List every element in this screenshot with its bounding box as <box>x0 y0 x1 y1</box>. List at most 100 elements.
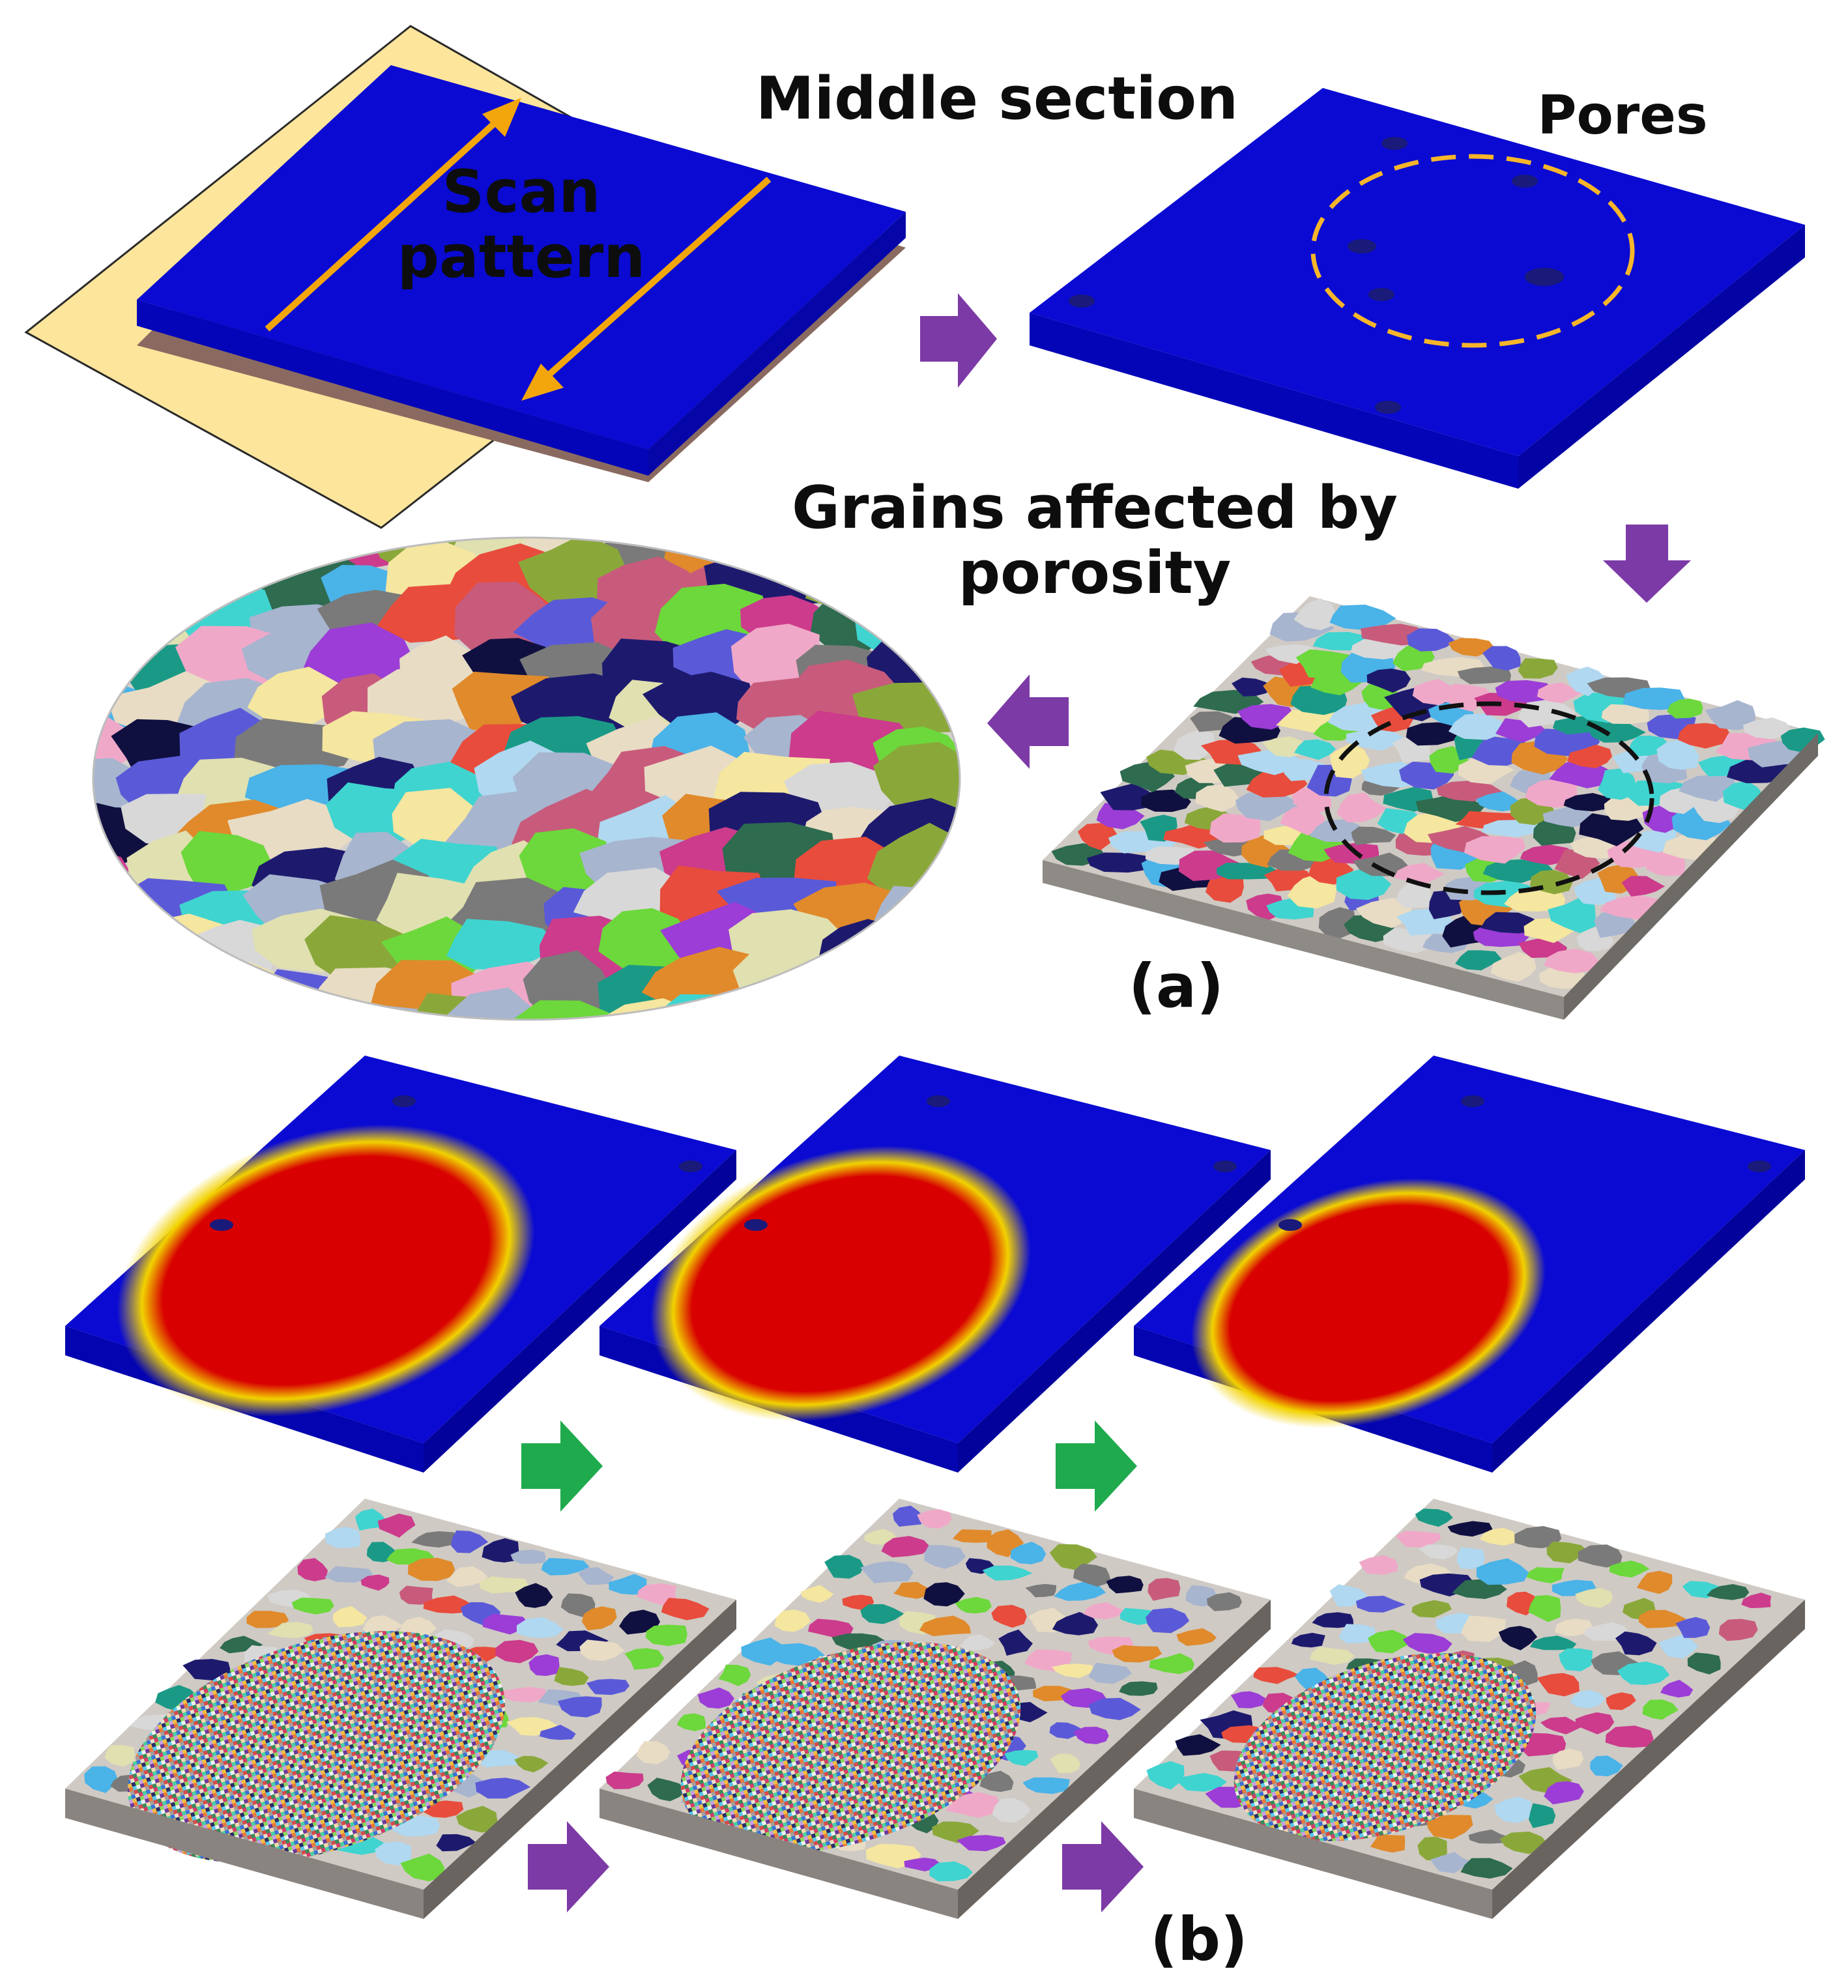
grain <box>1598 768 1637 800</box>
grain <box>619 1609 660 1635</box>
grain <box>321 1005 428 1020</box>
grain <box>1529 1803 1556 1828</box>
grain <box>1417 1836 1447 1861</box>
grain <box>1230 1691 1267 1708</box>
grain <box>1570 1690 1606 1708</box>
grain <box>455 1806 500 1833</box>
grain <box>93 955 175 1018</box>
grain <box>267 1622 313 1638</box>
microstructure-slab <box>65 1499 736 1919</box>
grain <box>1718 1619 1758 1641</box>
pore <box>1069 295 1095 308</box>
grain <box>1312 1612 1354 1628</box>
grain <box>795 993 889 1020</box>
grain <box>771 1643 825 1666</box>
grain <box>448 987 555 1020</box>
pore <box>1375 401 1401 414</box>
grain <box>1106 1576 1144 1594</box>
grain <box>117 951 209 1012</box>
micro-right-side <box>958 1600 1271 1919</box>
grain <box>824 1555 864 1579</box>
grain <box>333 1606 368 1628</box>
grain <box>1537 1673 1580 1697</box>
grain <box>515 1583 553 1608</box>
grain <box>1540 1716 1585 1735</box>
green-step-arrow <box>521 1420 603 1512</box>
grain <box>399 1585 433 1605</box>
grain <box>1411 1600 1452 1618</box>
grain <box>1526 1567 1565 1583</box>
grain <box>1475 791 1521 812</box>
grain <box>1549 759 1617 788</box>
micro-right-side <box>1492 1600 1805 1919</box>
grain <box>1052 1611 1099 1635</box>
middle-section-slab <box>1030 88 1805 489</box>
grain <box>982 1565 1033 1581</box>
grain <box>1025 1583 1057 1598</box>
grain <box>1548 897 1596 934</box>
grain <box>1426 1815 1473 1839</box>
grain <box>128 990 229 1020</box>
grain <box>1052 1664 1095 1678</box>
grain <box>1112 1645 1162 1663</box>
grain <box>581 1606 617 1631</box>
middle-section-label: Middle section <box>756 65 1238 133</box>
grain <box>96 538 223 578</box>
grain <box>732 951 815 1016</box>
grain <box>400 1853 445 1882</box>
grain <box>495 1639 539 1664</box>
panel-b <box>65 1056 1805 1919</box>
grain <box>180 831 272 895</box>
grain <box>1494 1796 1531 1823</box>
slab-front-side <box>137 300 648 476</box>
grain <box>93 914 154 985</box>
grain <box>1605 1725 1654 1748</box>
slab-top-face <box>137 65 906 450</box>
pore <box>1748 1160 1771 1172</box>
grain <box>93 996 158 1020</box>
grain <box>992 1798 1031 1823</box>
grain <box>1490 951 1537 982</box>
grain <box>578 1567 614 1585</box>
grain <box>1553 1748 1584 1770</box>
grain <box>1280 805 1325 836</box>
pores-highlight-circle <box>1310 154 1635 348</box>
pore <box>1278 1219 1302 1231</box>
grain <box>558 1696 602 1718</box>
grain <box>598 908 691 978</box>
grain <box>482 1538 519 1563</box>
grain <box>325 1566 373 1583</box>
grain <box>1482 646 1521 671</box>
step-arrow-2 <box>1603 525 1691 603</box>
grain <box>528 1654 560 1677</box>
grain <box>647 1778 688 1802</box>
grain <box>1232 677 1275 697</box>
grain <box>436 1834 477 1852</box>
middle-right-side <box>1518 225 1805 489</box>
pore <box>1525 268 1564 286</box>
pore <box>1461 1095 1484 1107</box>
grain <box>1406 722 1462 746</box>
pore <box>679 1160 702 1172</box>
pores-label: Pores <box>1537 85 1707 147</box>
grain <box>1120 1607 1155 1625</box>
micro-front-side <box>599 1789 958 1919</box>
grain <box>697 1687 734 1709</box>
affected-region-circle <box>1323 701 1654 895</box>
panel-a: Scan pattern Middle section Pores Grains… <box>24 25 1825 1021</box>
grain <box>1460 1858 1513 1879</box>
grain <box>1368 1630 1415 1654</box>
panel-b-label: (b) <box>1150 1905 1248 1974</box>
grain <box>945 1792 1001 1818</box>
grain <box>362 1615 403 1636</box>
thermal-right-side <box>1492 1150 1805 1473</box>
nucleated-grains-region <box>127 1631 506 1864</box>
grain <box>325 1527 361 1548</box>
grain <box>188 1005 283 1020</box>
grain <box>957 1835 1006 1852</box>
grain <box>360 1574 390 1591</box>
grain <box>1253 1667 1300 1684</box>
pore <box>927 1095 950 1107</box>
grain <box>1566 744 1612 768</box>
grain <box>1206 873 1244 903</box>
